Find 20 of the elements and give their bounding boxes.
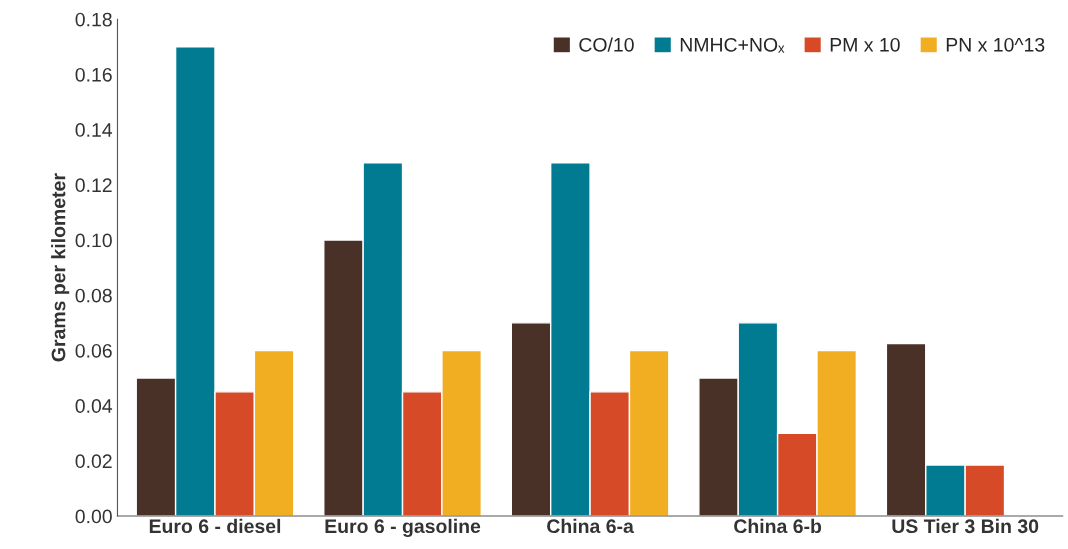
y-tick-label: 0.02 [75, 454, 112, 469]
x-tick-label: China 6-a [547, 518, 634, 534]
x-tick-label: China 6-b [734, 518, 822, 534]
y-tick-label: 0.12 [75, 178, 112, 193]
y-axis-title: Grams per kilometer [51, 173, 70, 362]
y-tick-label: 0.08 [75, 288, 112, 303]
y-tick-label: 0.14 [75, 123, 113, 137]
y-tick-label: 0.18 [75, 12, 112, 27]
legend-label: PM x 10 [830, 37, 900, 52]
y-tick-label: 0.16 [75, 67, 112, 82]
y-tick-label: 0.00 [75, 509, 112, 524]
x-tick-label: US Tier 3 Bin 30 [892, 518, 1039, 534]
x-tick-label: Euro 6 - gasoline [325, 518, 481, 538]
legend-label: NMHC+NOₓ [680, 37, 785, 53]
y-tick-label: 0.04 [75, 399, 113, 413]
legend-label: CO/10 [579, 37, 634, 52]
y-tick-label: 0.06 [75, 343, 112, 358]
x-tick-label: Euro 6 - diesel [149, 518, 281, 534]
y-tick-label: 0.10 [75, 233, 112, 248]
legend-label: PN x 10^13 [946, 37, 1045, 52]
